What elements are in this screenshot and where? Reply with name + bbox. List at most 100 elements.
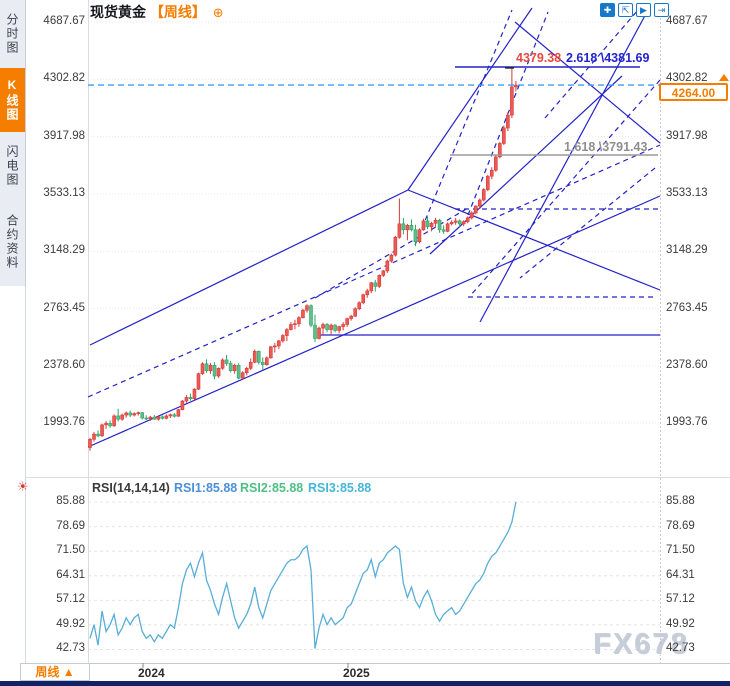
candle-body — [369, 282, 374, 292]
candle-body — [232, 365, 237, 371]
sidebar-item-3[interactable]: 闪电图 — [5, 145, 19, 187]
candle-body — [461, 221, 466, 225]
price-tick-label: 2378.60 — [666, 358, 708, 371]
candle-body — [341, 324, 345, 327]
candle-body — [485, 175, 490, 190]
trendline — [89, 189, 409, 346]
instrument-name: 现货黄金 — [90, 4, 146, 20]
price-tick-label: 4302.82 — [43, 72, 85, 85]
candle-body — [333, 324, 337, 331]
price-tick-label: 4302.82 — [666, 72, 708, 85]
trendline — [514, 21, 661, 144]
pan-tool-icon[interactable]: ✚ — [600, 3, 615, 17]
rsi-tick-label: 42.73 — [666, 642, 695, 655]
candle-body — [385, 260, 390, 272]
trendline — [414, 9, 513, 246]
price-tick-label: 4687.67 — [666, 15, 708, 27]
price-tick-label: 4687.67 — [43, 15, 85, 27]
candle-body — [337, 326, 341, 331]
candle-body — [502, 127, 506, 144]
price-tick-label: 3917.98 — [43, 129, 85, 142]
candle-body — [321, 324, 325, 329]
rsi-tick-label: 42.73 — [56, 642, 85, 655]
candle-body — [449, 222, 454, 225]
candle-body — [224, 359, 229, 364]
candle-body — [124, 412, 128, 416]
price-up-arrow-icon — [719, 74, 729, 81]
candle-body — [489, 169, 494, 177]
rsi-tick-label: 49.92 — [56, 617, 85, 630]
candle-body — [453, 220, 458, 223]
candle-body — [437, 219, 442, 231]
candle-body — [168, 414, 173, 417]
candle-body — [116, 415, 120, 420]
fib-2618-label: 2.618 \4381.69 — [566, 51, 650, 65]
current-price-badge: 4264.00 — [659, 83, 728, 101]
candle-body — [152, 416, 157, 420]
candle-body — [188, 397, 193, 399]
candle-body — [357, 302, 362, 310]
indicator-settings-icon[interactable]: ☀ — [17, 479, 29, 494]
candle-body — [216, 367, 221, 377]
tab-weekly[interactable]: 周线 ▲ — [20, 663, 90, 681]
candle-body — [417, 229, 422, 243]
candle-body — [136, 412, 141, 414]
auto-scroll-icon[interactable]: ▶ — [636, 3, 651, 17]
candle-body — [473, 205, 478, 214]
candle-body — [172, 414, 177, 417]
price-tick-label: 3148.29 — [666, 244, 708, 257]
candle-body — [421, 220, 426, 231]
sidebar-item-2[interactable]: K线图 — [0, 68, 25, 132]
rsi3-value: RSI3:85.88 — [308, 481, 372, 495]
rsi-line — [89, 501, 517, 649]
candle-body — [176, 409, 181, 417]
candle-body — [160, 416, 165, 419]
rsi-tick-label: 64.31 — [666, 568, 695, 581]
rsi-tick-label: 64.31 — [56, 568, 85, 581]
sidebar: 分时图 K线图闪电图合约资料 — [0, 0, 26, 286]
candle-body — [373, 282, 378, 287]
go-latest-icon[interactable]: ⇥ — [654, 3, 669, 17]
candle-body — [220, 359, 225, 369]
candle-body — [252, 351, 257, 363]
fit-range-icon[interactable]: ⇱ — [618, 3, 633, 17]
candle-body — [128, 412, 132, 416]
candle-body — [494, 156, 498, 171]
year-label: 2024 — [138, 666, 165, 680]
candle-body — [281, 335, 285, 342]
candle-body — [240, 372, 245, 379]
candle-body — [260, 362, 265, 366]
trendline — [479, 9, 649, 323]
candle-body — [192, 388, 197, 399]
tab-weekly-label: 周线 — [35, 665, 60, 679]
rsi-tick-label: 85.88 — [56, 495, 85, 507]
price-tick-label: 3533.13 — [666, 186, 708, 199]
sidebar-item-4[interactable]: 合约资料 — [5, 214, 19, 270]
candle-body — [441, 229, 446, 232]
candle-body — [506, 114, 510, 129]
candle-body — [377, 275, 382, 287]
candle-body — [156, 416, 161, 420]
trendline — [407, 7, 533, 191]
rsi1-value: RSI1:85.88 — [174, 481, 238, 495]
candle-body — [469, 212, 474, 219]
fib-1618-label: 1.618 \3791.43 — [564, 140, 648, 154]
candle-body — [393, 236, 398, 256]
candle-body — [285, 329, 289, 336]
rsi-tick-label: 57.12 — [56, 593, 85, 606]
candle-body — [433, 219, 438, 224]
candle-body — [429, 222, 434, 228]
rsi-tick-label: 71.50 — [56, 544, 85, 557]
sidebar-item-1[interactable]: 分时图 — [5, 13, 19, 55]
candle-body — [498, 143, 502, 158]
candle-body — [313, 324, 317, 339]
timeframe-label: 【周线】 — [149, 4, 206, 20]
candle-body — [244, 367, 249, 374]
candle-body — [361, 294, 366, 304]
candle-body — [104, 423, 108, 426]
add-indicator-icon[interactable]: ⊕ — [212, 5, 224, 20]
candle-body — [293, 323, 297, 325]
candle-body — [269, 346, 273, 359]
candle-body — [264, 357, 269, 366]
